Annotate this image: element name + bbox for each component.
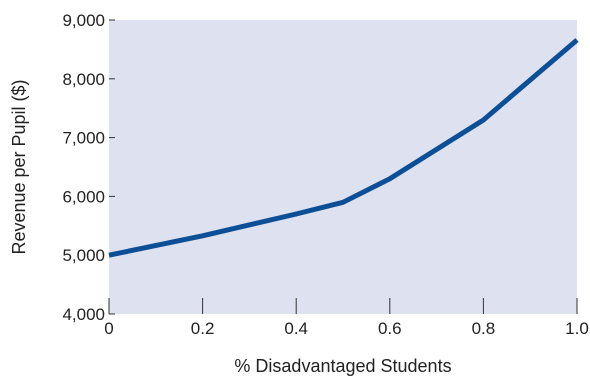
- y-axis-label: Revenue per Pupil ($): [9, 79, 29, 254]
- x-axis-ticks: 0 0.2 0.4 0.6 0.8 1.0: [104, 298, 589, 338]
- y-tick-label: 8,000: [62, 70, 105, 89]
- x-tick-label: 0.4: [284, 319, 308, 338]
- y-tick-label: 5,000: [62, 246, 105, 265]
- x-tick-label: 0.2: [191, 319, 215, 338]
- y-axis-ticks: 4,000 5,000 6,000 7,000 8,000 9,000: [62, 11, 115, 324]
- x-tick-label: 1.0: [565, 319, 589, 338]
- x-axis-label: % Disadvantaged Students: [234, 356, 451, 376]
- plot-area: [109, 20, 577, 314]
- y-tick-label: 7,000: [62, 129, 105, 148]
- y-tick-label: 4,000: [62, 305, 105, 324]
- x-tick-label: 0.6: [378, 319, 402, 338]
- x-tick-label: 0: [104, 319, 113, 338]
- series-line: [108, 38, 579, 258]
- x-tick-label: 0.8: [472, 319, 496, 338]
- y-tick-label: 9,000: [62, 11, 105, 30]
- y-tick-label: 6,000: [62, 187, 105, 206]
